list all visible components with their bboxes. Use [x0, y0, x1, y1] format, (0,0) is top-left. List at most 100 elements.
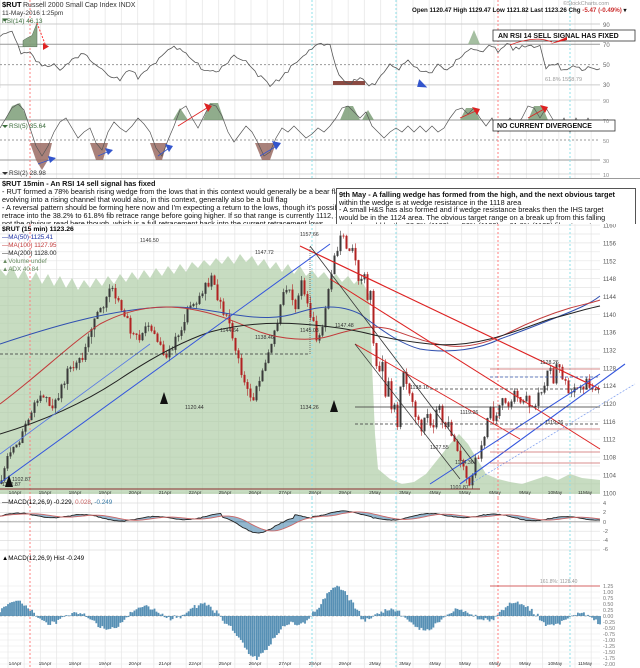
svg-text:2May: 2May — [369, 490, 381, 496]
svg-text:26Apr: 26Apr — [249, 661, 262, 667]
svg-text:70: 70 — [603, 119, 609, 125]
svg-text:5May: 5May — [459, 490, 471, 496]
svg-text:1116: 1116 — [603, 420, 616, 426]
svg-text:4: 4 — [603, 501, 606, 507]
svg-text:2May: 2May — [369, 661, 381, 667]
svg-text:5May: 5May — [459, 661, 471, 667]
svg-text:161.8%: 1128.40: 161.8%: 1128.40 — [540, 579, 578, 585]
svg-text:RSI(2) 28.98: RSI(2) 28.98 — [9, 170, 46, 177]
svg-text:1146.50: 1146.50 — [140, 238, 159, 244]
svg-text:Russell 2000 Small Cap Index: Russell 2000 Small Cap Index INDX — [23, 2, 136, 9]
svg-text:3May: 3May — [399, 490, 411, 496]
svg-text:1160: 1160 — [603, 224, 617, 230]
svg-text:11May: 11May — [578, 661, 593, 667]
svg-text:1152: 1152 — [603, 259, 617, 265]
svg-text:15Apr: 15Apr — [39, 490, 52, 496]
svg-text:1136: 1136 — [603, 331, 617, 337]
svg-text:30: 30 — [603, 159, 609, 165]
svg-text:25Apr: 25Apr — [219, 490, 232, 496]
svg-text:25Apr: 25Apr — [219, 661, 232, 667]
svg-text:90: 90 — [603, 99, 609, 105]
svg-text:90: 90 — [603, 23, 610, 29]
svg-text:6May: 6May — [489, 661, 501, 667]
svg-text:1147.72: 1147.72 — [255, 250, 274, 256]
svg-text:1134.26: 1134.26 — [300, 405, 319, 411]
svg-text:22Apr: 22Apr — [189, 661, 202, 667]
svg-text:1100: 1100 — [603, 491, 617, 497]
svg-text:-2: -2 — [603, 529, 608, 535]
svg-text:1156: 1156 — [603, 241, 617, 247]
svg-text:1124: 1124 — [603, 384, 617, 390]
svg-text:11May: 11May — [578, 490, 593, 496]
svg-text:1144.64: 1144.64 — [220, 328, 239, 334]
svg-text:1147.48: 1147.48 — [335, 323, 354, 329]
svg-text:RSI(5) 35.64: RSI(5) 35.64 — [9, 123, 46, 130]
svg-text:RSI(14) 46.13: RSI(14) 46.13 — [2, 18, 43, 25]
svg-text:—MACD(12,26,9) -0.229, 0.028,: —MACD(12,26,9) -0.229, 0.028, -0.249 — [2, 499, 113, 506]
svg-text:27Apr: 27Apr — [279, 490, 292, 496]
svg-text:1138.16: 1138.16 — [410, 385, 429, 391]
svg-text:▲ADX 40.84: ▲ADX 40.84 — [2, 266, 39, 273]
svg-text:19Apr: 19Apr — [99, 661, 112, 667]
svg-text:14Apr: 14Apr — [9, 490, 22, 496]
svg-text:28Apr: 28Apr — [309, 661, 322, 667]
svg-text:Open 1120.47 High 1129.47 Lo: Open 1120.47 High 1129.47 Low 1121.82 La… — [412, 7, 628, 14]
svg-text:1124.36: 1124.36 — [455, 460, 474, 466]
svg-text:-4: -4 — [603, 538, 608, 544]
svg-text:1119.26: 1119.26 — [545, 420, 563, 426]
svg-text:4May: 4May — [429, 490, 441, 496]
svg-text:1127.55: 1127.55 — [430, 445, 449, 451]
svg-text:19Apr: 19Apr — [99, 490, 112, 496]
svg-text:6May: 6May — [489, 490, 501, 496]
svg-text:22Apr: 22Apr — [189, 490, 202, 496]
svg-text:$RUT: $RUT — [2, 0, 22, 9]
svg-text:1120: 1120 — [603, 402, 617, 408]
svg-text:—MA(200) 1128.00: —MA(200) 1128.00 — [2, 250, 57, 257]
svg-text:©StockCharts.com: ©StockCharts.com — [563, 0, 609, 7]
svg-text:15Apr: 15Apr — [39, 661, 52, 667]
svg-text:AN RSI 14 SELL SIGNAL HAS FIXE: AN RSI 14 SELL SIGNAL HAS FIXED — [498, 33, 619, 40]
svg-text:9May: 9May — [519, 661, 531, 667]
svg-text:3May: 3May — [399, 661, 411, 667]
svg-text:1120.44: 1120.44 — [185, 405, 204, 411]
svg-text:50: 50 — [603, 139, 609, 145]
svg-text:1157.66: 1157.66 — [300, 232, 319, 238]
svg-text:28Apr: 28Apr — [309, 490, 322, 496]
svg-text:0: 0 — [603, 520, 606, 526]
svg-text:26Apr: 26Apr — [249, 490, 262, 496]
svg-text:61.8% 1558.79: 61.8% 1558.79 — [545, 77, 582, 83]
svg-text:9May: 9May — [519, 490, 531, 496]
svg-text:NO CURRENT DIVERGENCE: NO CURRENT DIVERGENCE — [497, 123, 592, 130]
svg-text:—MA(100) 1127.95: —MA(100) 1127.95 — [2, 242, 57, 249]
svg-text:27Apr: 27Apr — [279, 661, 292, 667]
svg-text:1132: 1132 — [603, 349, 617, 355]
svg-text:1138.46: 1138.46 — [255, 335, 274, 341]
svg-text:1148: 1148 — [603, 277, 617, 283]
svg-text:$RUT (15 min) 1123.26: $RUT (15 min) 1123.26 — [2, 226, 74, 233]
svg-text:1144: 1144 — [603, 295, 617, 301]
svg-text:1119.26: 1119.26 — [460, 410, 478, 416]
svg-text:2: 2 — [603, 510, 606, 516]
svg-text:11-May-2016 1:25pm: 11-May-2016 1:25pm — [2, 10, 63, 17]
svg-text:18Apr: 18Apr — [69, 661, 82, 667]
svg-text:10: 10 — [603, 173, 609, 178]
svg-text:30: 30 — [603, 83, 610, 88]
svg-text:14Apr: 14Apr — [9, 661, 22, 667]
svg-text:4May: 4May — [429, 661, 441, 667]
svg-text:29Apr: 29Apr — [339, 490, 352, 496]
svg-text:▲MACD(12,26,9) Hist -0.249: ▲MACD(12,26,9) Hist -0.249 — [2, 555, 85, 562]
svg-text:20Apr: 20Apr — [129, 490, 142, 496]
svg-text:—MA(50) 1125.41: —MA(50) 1125.41 — [2, 234, 53, 241]
svg-text:1102.87: 1102.87 — [12, 477, 31, 483]
svg-text:20Apr: 20Apr — [129, 661, 142, 667]
svg-text:1108: 1108 — [603, 456, 617, 462]
svg-text:1145.03: 1145.03 — [300, 328, 319, 334]
svg-text:1104: 1104 — [603, 473, 617, 479]
svg-text:1140: 1140 — [603, 313, 617, 319]
svg-text:21Apr: 21Apr — [159, 661, 172, 667]
svg-text:1112: 1112 — [603, 438, 616, 444]
svg-text:10May: 10May — [548, 490, 563, 496]
svg-text:▲Volume undef: ▲Volume undef — [2, 258, 47, 265]
svg-text:10May: 10May — [548, 661, 563, 667]
svg-text:-2.00: -2.00 — [603, 662, 615, 668]
